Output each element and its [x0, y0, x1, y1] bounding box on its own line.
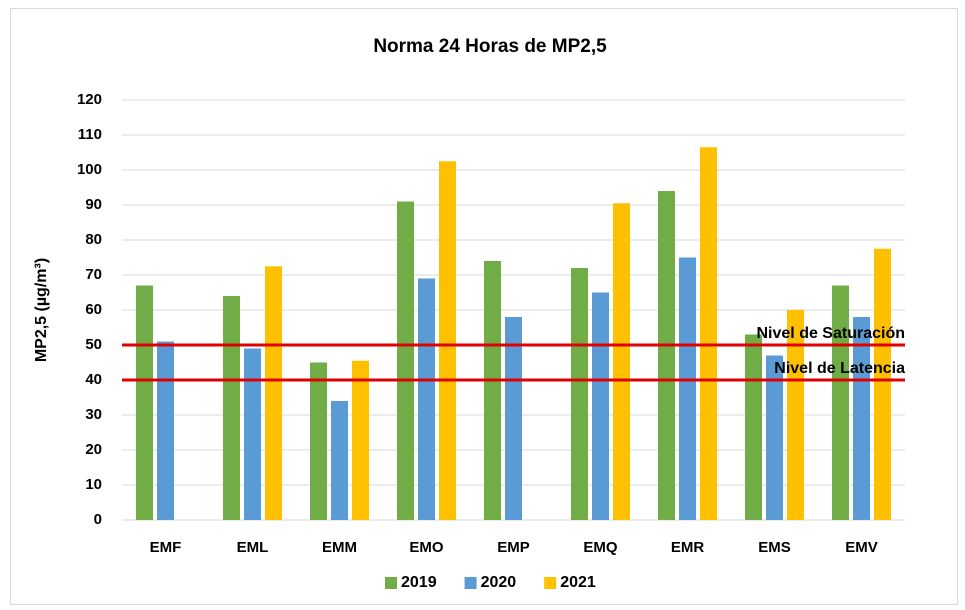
chart-title: Norma 24 Horas de MP2,5: [373, 36, 607, 57]
bar: [136, 285, 153, 520]
bar: [679, 257, 696, 520]
bar: [265, 266, 282, 520]
bar: [832, 285, 849, 520]
x-tick-label: EMS: [758, 539, 791, 556]
bar: [658, 191, 675, 520]
x-tick-label: EMR: [671, 539, 705, 556]
legend-swatch: [385, 577, 397, 589]
bar: [310, 362, 327, 520]
y-tick-label: 20: [85, 441, 102, 458]
y-tick-label: 10: [85, 476, 102, 493]
bar: [745, 334, 762, 520]
bar: [571, 268, 588, 520]
bar: [223, 296, 240, 520]
y-tick-label: 90: [85, 196, 102, 213]
x-tick-label: EMM: [322, 539, 357, 556]
bar: [853, 317, 870, 520]
reference-label: Nivel de Latencia: [774, 360, 905, 377]
bar: [766, 355, 783, 520]
bar: [244, 348, 261, 520]
y-tick-label: 100: [77, 161, 102, 178]
bar: [505, 317, 522, 520]
y-tick-label: 80: [85, 231, 102, 248]
y-tick-label: 110: [78, 126, 102, 143]
y-tick-label: 40: [85, 371, 102, 388]
y-tick-label: 70: [85, 266, 102, 283]
x-tick-label: EMP: [497, 539, 530, 556]
reference-label: Nivel de Saturación: [757, 325, 906, 342]
legend-swatch: [544, 577, 557, 589]
bar: [157, 341, 174, 520]
bar: [874, 248, 891, 520]
x-tick-label: EMF: [150, 539, 182, 556]
y-tick-label: 0: [94, 511, 102, 528]
bar: [397, 201, 414, 520]
legend-label: 2019: [401, 574, 437, 591]
bar: [418, 278, 435, 520]
legend-label: 2020: [481, 574, 517, 591]
bar: [439, 161, 456, 520]
bar: [613, 203, 630, 520]
x-tick-label: EMV: [845, 539, 878, 556]
bar: [787, 310, 804, 520]
y-tick-label: 50: [85, 336, 102, 353]
x-tick-label: EML: [237, 539, 269, 556]
x-tick-label: EMQ: [583, 539, 618, 556]
y-tick-label: 30: [85, 406, 102, 423]
legend-swatch: [464, 577, 477, 589]
bar: [592, 292, 609, 520]
y-axis-label: MP2,5 (µg/m³): [33, 258, 50, 362]
x-tick-label: EMO: [409, 539, 444, 556]
y-tick-label: 120: [77, 91, 102, 108]
bar: [352, 360, 369, 520]
bar: [484, 261, 501, 520]
legend-label: 2021: [560, 574, 596, 591]
bar: [700, 147, 717, 520]
bar: [331, 401, 348, 520]
y-tick-label: 60: [85, 301, 102, 318]
